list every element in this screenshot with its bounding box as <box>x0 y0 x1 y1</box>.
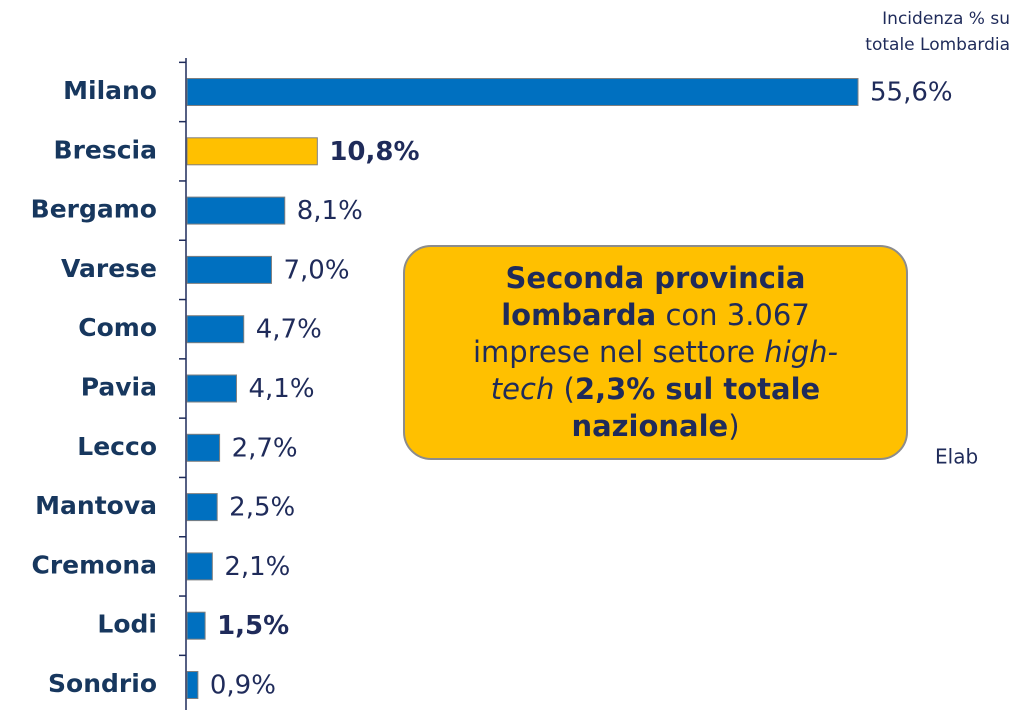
annotation-part: 2,3% sul totale nazionale <box>571 372 821 443</box>
category-label: Bergamo <box>31 195 157 224</box>
bar <box>186 671 199 699</box>
axis-label: Incidenza % su <box>882 9 1010 29</box>
annotation-box: Seconda provincia lombarda con 3.067 imp… <box>403 245 908 460</box>
value-label: 1,5% <box>217 611 289 641</box>
category-label: Sondrio <box>48 669 157 698</box>
annotation-part: high-tech <box>490 335 838 406</box>
value-label: 2,1% <box>224 552 290 582</box>
category-label: Pavia <box>81 373 157 402</box>
annotation-part: Seconda provincia lombarda <box>501 261 806 332</box>
category-label: Cremona <box>31 550 157 579</box>
value-label: 0,9% <box>210 671 276 701</box>
category-label: Mantova <box>35 491 157 520</box>
bar <box>186 137 318 166</box>
annotation-part: ) <box>728 409 740 443</box>
value-label: 8,1% <box>297 196 363 226</box>
bar <box>186 78 859 106</box>
value-label: 7,0% <box>283 255 349 285</box>
value-label: 4,7% <box>256 315 322 345</box>
source: Elab <box>935 445 978 469</box>
bar <box>186 255 272 284</box>
bar <box>186 196 286 225</box>
annotation: Seconda provincia lombarda con 3.067 imp… <box>445 260 866 445</box>
value-label: 2,7% <box>232 433 298 463</box>
annotation-part: ( <box>554 372 575 406</box>
bar <box>186 493 218 522</box>
bar <box>186 611 206 640</box>
axis-label: totale Lombardia <box>865 35 1010 55</box>
value-label: 10,8% <box>329 137 419 167</box>
value-label: 2,5% <box>229 493 295 523</box>
annotation-part: con 3.067 imprese nel settore <box>473 298 810 369</box>
category-label: Lecco <box>77 432 157 461</box>
bar <box>186 315 245 344</box>
value-label: 4,1% <box>248 374 314 404</box>
value-label: 55,6% <box>870 78 953 108</box>
bar <box>186 433 221 462</box>
bar <box>186 552 213 581</box>
category-label: Como <box>78 313 157 342</box>
category-label: Varese <box>61 254 157 283</box>
bar <box>186 374 237 403</box>
category-label: Milano <box>63 76 157 105</box>
category-label: Brescia <box>54 135 157 164</box>
category-label: Lodi <box>97 610 157 639</box>
